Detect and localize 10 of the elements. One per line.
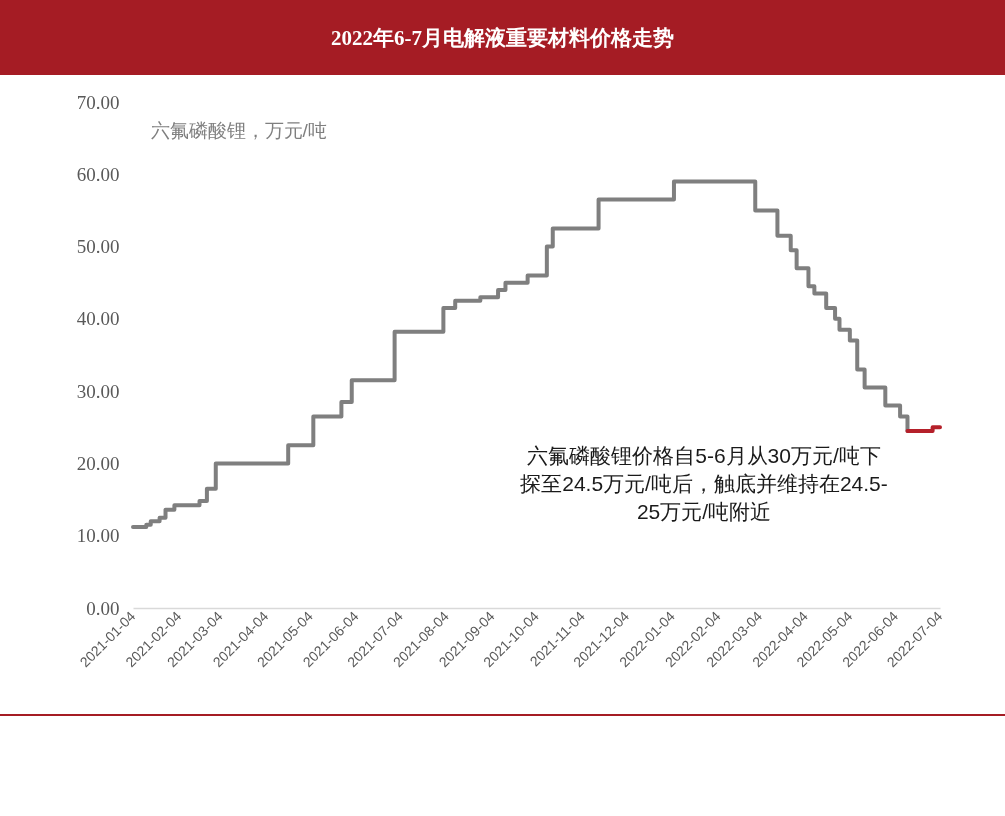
y-tick-label: 10.00 — [76, 525, 120, 547]
y-tick-label: 70.00 — [76, 91, 120, 113]
y-tick-label: 50.00 — [76, 236, 120, 258]
annotation: 六氟磷酸锂价格自5-6月从30万元/吨下探至24.5万元/吨后，触底并维持在24.5-25万元/吨附近 — [520, 444, 888, 523]
y-tick-label: 60.00 — [76, 163, 120, 185]
y-axis-title: 六氟磷酸锂，万元/吨 — [150, 119, 327, 141]
y-tick-label: 40.00 — [76, 308, 120, 330]
y-tick-label: 30.00 — [76, 380, 120, 402]
chart-title: 2022年6-7月电解液重要材料价格走势 — [0, 0, 1005, 75]
y-tick-label: 20.00 — [76, 452, 120, 474]
